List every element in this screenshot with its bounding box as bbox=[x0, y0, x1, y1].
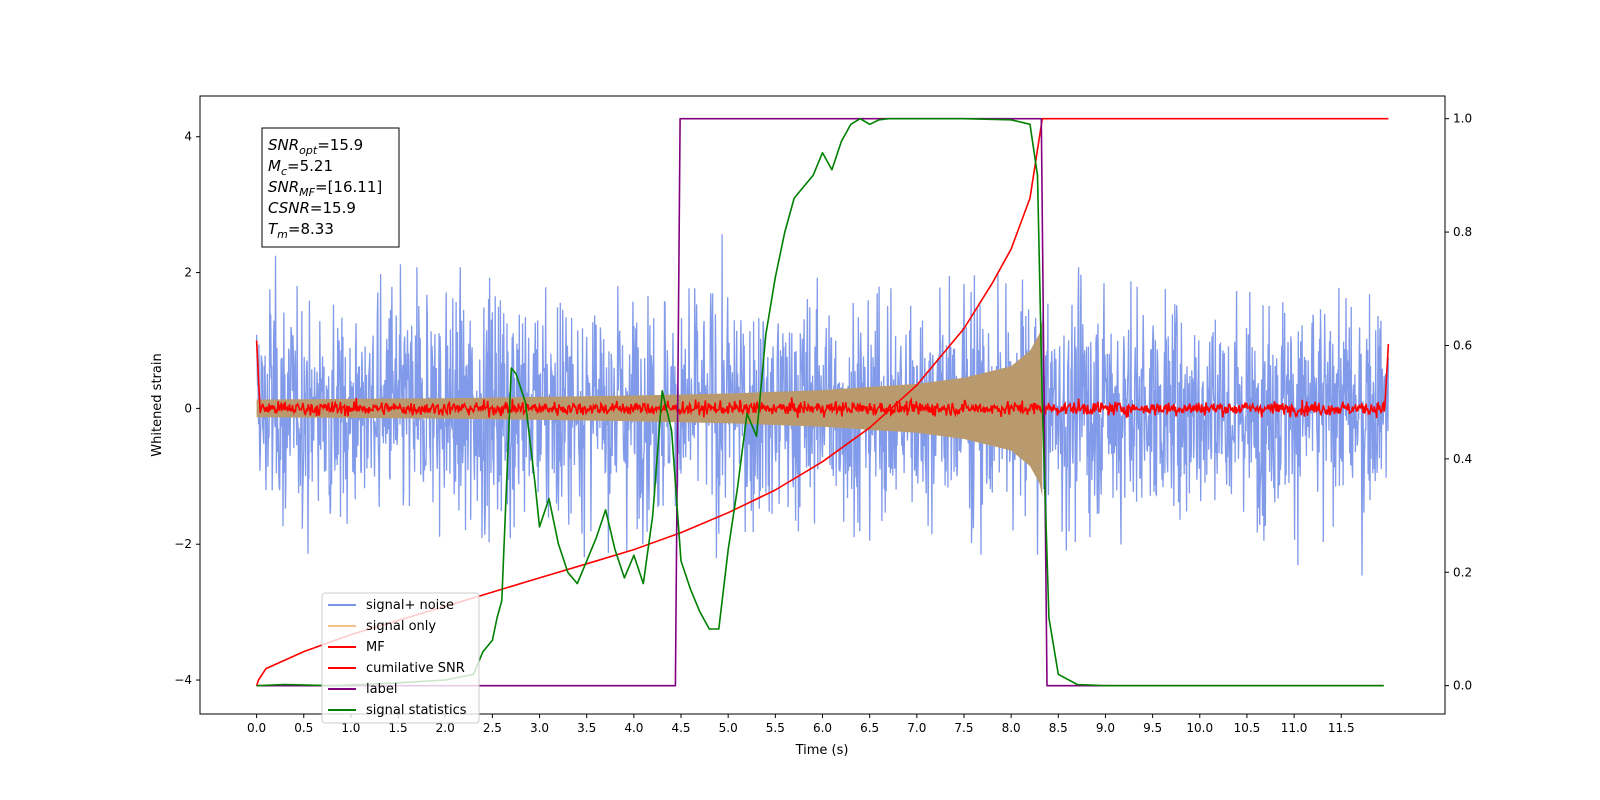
y-tick-label: 2 bbox=[184, 266, 192, 280]
annotation-line: SNRMF=[16.11] bbox=[268, 178, 382, 199]
annotation-line: SNRopt=15.9 bbox=[268, 136, 363, 157]
x-tick-label: 6.0 bbox=[813, 721, 832, 735]
x-tick-label: 10.5 bbox=[1234, 721, 1261, 735]
x-tick-label: 0.5 bbox=[294, 721, 313, 735]
x-tick-label: 7.0 bbox=[907, 721, 926, 735]
x-tick-label: 6.5 bbox=[860, 721, 879, 735]
legend-label: label bbox=[366, 682, 397, 697]
annotation-symbol: CSNR bbox=[268, 199, 310, 217]
y-tick-label: 4 bbox=[184, 130, 192, 144]
x-tick-label: 1.5 bbox=[389, 721, 408, 735]
annotation-value: =5.21 bbox=[287, 157, 333, 175]
legend-frame bbox=[321, 592, 480, 724]
x-tick-label: 0.0 bbox=[247, 721, 266, 735]
annotation-line: CSNR=15.9 bbox=[268, 199, 356, 217]
x-tick-label: 9.0 bbox=[1096, 721, 1115, 735]
legend-label: signal only bbox=[366, 619, 436, 634]
x-tick-label: 1.0 bbox=[341, 721, 360, 735]
x-tick-label: 8.0 bbox=[1002, 721, 1021, 735]
series-mf-line bbox=[255, 340, 1390, 419]
annotation-symbol: M bbox=[268, 157, 281, 175]
y-axis-label: Whitened strain bbox=[150, 353, 165, 456]
x-tick-label: 7.5 bbox=[954, 721, 973, 735]
y2-tick-label: 0.8 bbox=[1453, 225, 1472, 239]
annotation-subscript: m bbox=[277, 228, 288, 241]
annotation-subscript: MF bbox=[299, 186, 315, 199]
axes: 0.0 0.5 1.0 1.5 2.0 2.5 3.0 3.5 4.0 4.5 5.0 5.5 6.0 6… bbox=[174, 112, 1472, 735]
legend: signal+ noise signal only MF cumilative SNR… bbox=[321, 592, 480, 724]
annotation-value: =15.9 bbox=[317, 136, 363, 154]
annotation-value: =[16.11] bbox=[315, 178, 382, 196]
x-tick-label: 3.5 bbox=[577, 721, 596, 735]
y2-tick-label: 0.0 bbox=[1453, 679, 1472, 693]
y-tick-label: −4 bbox=[174, 673, 192, 687]
legend-label: cumilative SNR bbox=[366, 661, 465, 676]
y-tick-label: 0 bbox=[184, 401, 192, 415]
x-tick-label: 5.0 bbox=[719, 721, 738, 735]
annotation-line: Mc=5.21 bbox=[268, 157, 333, 178]
annotation-symbol: T bbox=[268, 220, 279, 238]
x-tick-label: 5.5 bbox=[766, 721, 785, 735]
y2-tick-label: 0.4 bbox=[1453, 452, 1472, 466]
x-tick-label: 11.0 bbox=[1281, 721, 1308, 735]
annotation-value: =8.33 bbox=[288, 220, 334, 238]
x-axis-label: Time (s) bbox=[795, 743, 849, 758]
x-tick-label: 9.5 bbox=[1143, 721, 1162, 735]
annotation-subscript: opt bbox=[299, 144, 318, 157]
y2-tick-label: 0.6 bbox=[1453, 338, 1472, 352]
annotation-line: Tm=8.33 bbox=[268, 220, 334, 241]
x-tick-label: 11.5 bbox=[1328, 721, 1355, 735]
x-tick-label: 2.5 bbox=[483, 721, 502, 735]
legend-label: MF bbox=[366, 640, 385, 655]
annotation-value: =15.9 bbox=[310, 199, 356, 217]
annotation-symbol: SNR bbox=[268, 136, 299, 154]
series-signal-statistics-line bbox=[256, 117, 1384, 687]
annotation-symbol: SNR bbox=[268, 178, 299, 196]
y-tick-label: −2 bbox=[174, 537, 192, 551]
x-tick-label: 4.5 bbox=[671, 721, 690, 735]
annotation-box: SNRopt=15.9Mc=5.21SNRMF=[16.11]CSNR=15.9… bbox=[261, 127, 400, 248]
legend-label: signal+ noise bbox=[366, 598, 454, 613]
x-tick-label: 4.0 bbox=[624, 721, 643, 735]
legend-label: signal statistics bbox=[366, 703, 467, 718]
x-tick-label: 10.0 bbox=[1186, 721, 1213, 735]
y2-tick-label: 1.0 bbox=[1453, 112, 1472, 126]
x-tick-label: 2.0 bbox=[436, 721, 455, 735]
x-tick-label: 8.5 bbox=[1049, 721, 1068, 735]
annotation-subscript: c bbox=[281, 165, 287, 178]
y2-tick-label: 0.2 bbox=[1453, 565, 1472, 579]
annotation-frame bbox=[261, 127, 400, 248]
x-tick-label: 3.0 bbox=[530, 721, 549, 735]
